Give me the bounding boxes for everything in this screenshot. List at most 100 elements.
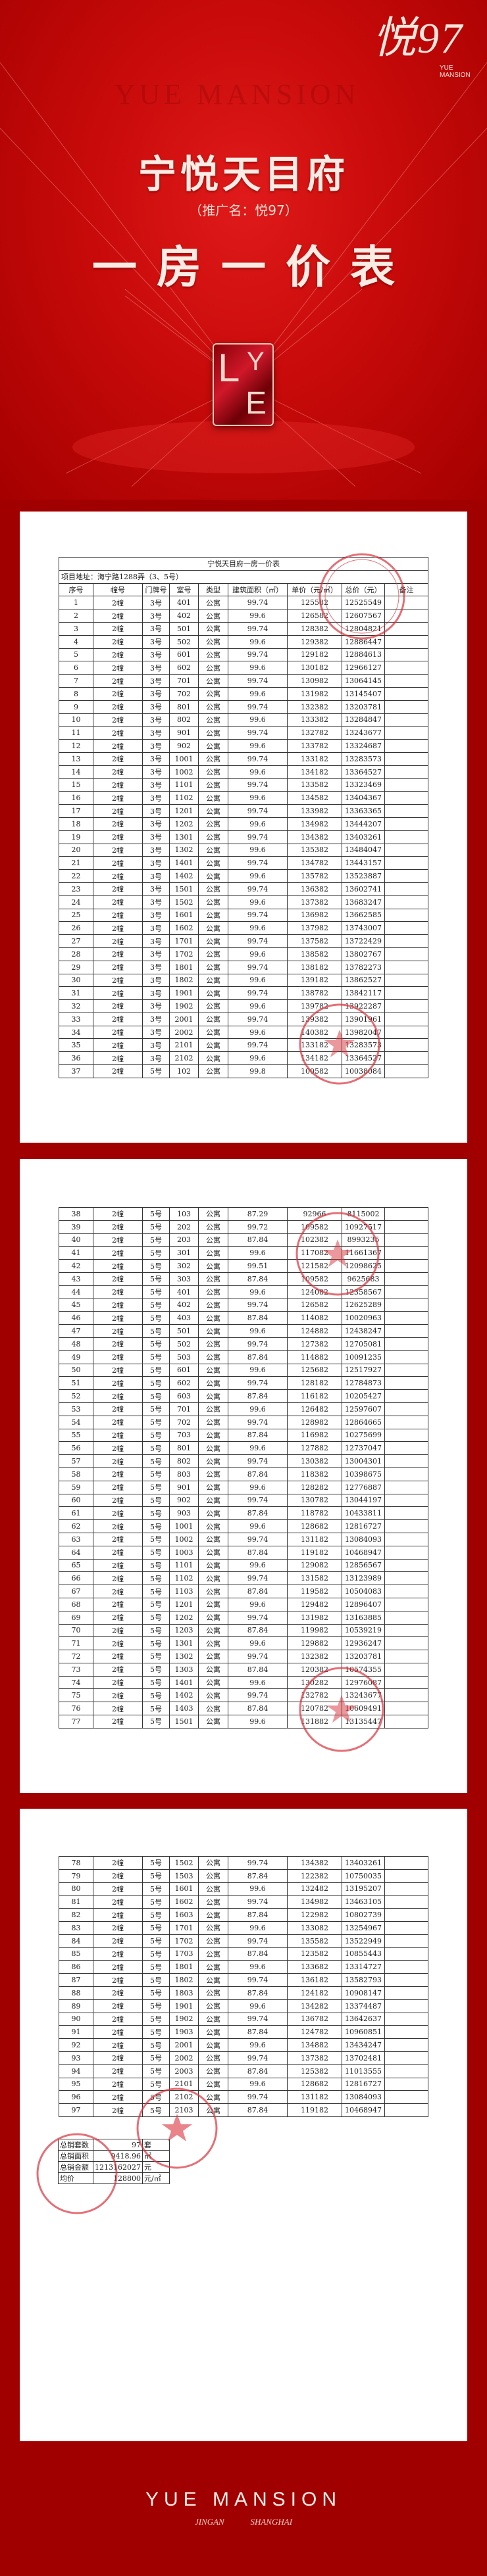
table-cell: 5号 [142,1662,170,1677]
table-cell: 99.6 [228,1715,288,1729]
table-cell: 1701 [169,934,199,948]
table-cell: 131182 [287,2090,342,2105]
table-cell: 70 [59,1623,93,1638]
table-cell [384,1415,428,1429]
page-heading: 一房一价表 [91,241,415,294]
price-table-page-3: 78 2幢 5号 1502 公寓 99.74 134382 13403261 79 2幢 5号 150… [59,1856,428,2117]
table-cell: 公寓 [198,674,228,688]
table-cell: 5号 [142,1441,170,1456]
table-cell: 116182 [287,1389,342,1403]
table-cell: 73 [59,1662,93,1677]
table-cell [384,908,428,922]
table-cell: 1901 [169,986,199,1001]
table-cell: 1701 [169,1920,199,1935]
table-cell: 1003 [169,1545,199,1560]
table-cell: 117082 [287,1246,342,1260]
table-cell: 2幢 [93,1220,143,1234]
table-cell: 12737047 [342,1441,385,1456]
table-cell: 5号 [142,1506,170,1521]
summary-unit: 套 [142,2139,170,2151]
table-cell: 3号 [142,1025,170,1039]
table-cell [384,1519,428,1533]
table-row: 18 2幢 3号 1202 公寓 99.6 134982 13444207 [59,817,428,831]
table-row: 78 2幢 5号 1502 公寓 99.74 134382 13403261 [59,1856,428,1870]
table-cell: 901 [169,726,199,740]
table-cell: 1602 [169,1895,199,1909]
table-cell: 2幢 [93,1532,143,1546]
table-cell: 601 [169,648,199,662]
table-cell: 3号 [142,869,170,883]
table-cell: 2幢 [93,2090,143,2105]
table-cell: 13743007 [342,921,385,936]
table-cell: 6 [59,661,93,675]
table-cell: 2幢 [93,1545,143,1560]
table-cell [384,2025,428,2039]
table-cell: 2幢 [93,1012,143,1026]
table-cell: 137382 [287,2051,342,2065]
table-row: 4 2幢 3号 502 公寓 99.6 129382 12886447 [59,634,428,649]
table-cell: 132482 [287,1882,342,1896]
table-cell: 2幢 [93,1675,143,1690]
table-cell: 3号 [142,674,170,688]
table-cell: 13602741 [342,882,385,896]
table-cell: 公寓 [198,609,228,623]
table-cell: 10927517 [342,1220,385,1234]
table-cell: 2幢 [93,934,143,948]
table-cell: 109582 [287,1220,342,1234]
table-cell [384,1585,428,1598]
table-cell: 137382 [287,895,342,909]
table-cell: 3 [59,621,93,636]
table-cell: 99.74 [228,1415,288,1429]
table-cell: 公寓 [198,1869,228,1883]
table-cell: 87 [59,1973,93,1987]
table-cell: 2幢 [93,713,143,727]
table-row: 15 2幢 3号 1101 公寓 99.74 133582 13323469 [59,778,428,792]
table-cell: 22 [59,869,93,883]
table-cell: 10038084 [342,1064,385,1078]
table-row: 66 2幢 5号 1102 公寓 99.74 131582 13123989 [59,1571,428,1586]
table-cell: 2幢 [93,1650,143,1663]
column-header: 单价（元/㎡） [287,583,342,597]
table-row: 19 2幢 3号 1301 公寓 99.74 134382 13403261 [59,830,428,844]
table-cell: 87.84 [228,1389,288,1403]
table-cell: 5号 [142,1585,170,1598]
table-cell: 10504083 [342,1585,385,1598]
table-cell: 87.84 [228,1702,288,1716]
table-cell [384,1571,428,1586]
table-cell: 12886447 [342,634,385,649]
table-cell: 2幢 [93,621,143,636]
table-row: 25 2幢 3号 1601 公寓 99.74 136982 13662585 [59,908,428,922]
table-cell: 1202 [169,1610,199,1625]
table-cell: 公寓 [198,1389,228,1403]
table-cell: 5号 [142,1220,170,1234]
table-cell: 99.6 [228,1402,288,1416]
table-cell [384,634,428,649]
table-cell: 42 [59,1259,93,1273]
table-cell [384,596,428,610]
table-cell [384,1715,428,1729]
table-row: 65 2幢 5号 1101 公寓 99.6 129082 12856567 [59,1558,428,1573]
table-row: 92 2幢 5号 2001 公寓 99.6 134882 13434247 [59,2038,428,2052]
table-cell: 3号 [142,713,170,727]
table-cell [384,686,428,701]
table-cell [384,700,428,714]
table-cell: 13254967 [342,1920,385,1935]
table-cell: 2幢 [93,1467,143,1481]
table-cell: 128282 [287,1480,342,1494]
footer-location: JINGAN SHANGHAI [194,2517,293,2527]
page-subtitle: （推广名：悦97） [189,203,298,218]
table-cell: 12784873 [342,1376,385,1391]
table-cell: 1502 [169,1856,199,1870]
summary-label: 总销面积 [58,2150,93,2162]
table-cell [384,1272,428,1286]
table-cell: 17 [59,804,93,818]
table-cell: 2幢 [93,1246,143,1260]
table-cell: 99.74 [228,882,288,896]
table-cell: 13444207 [342,817,385,831]
table-cell: 2幢 [93,1337,143,1351]
table-row: 37 2幢 5号 102 公寓 99.8 100582 10038084 [59,1064,428,1078]
table-cell: 13484047 [342,843,385,857]
table-cell: 80 [59,1882,93,1896]
table-cell: 2幢 [93,843,143,857]
table-cell: 64 [59,1545,93,1560]
